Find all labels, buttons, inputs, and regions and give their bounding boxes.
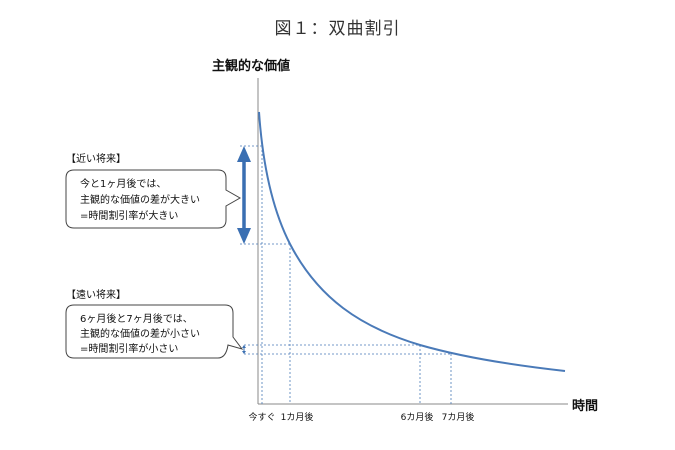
y-axis-label: 主観的な価値 bbox=[212, 58, 290, 74]
far-future-heading: 【遠い将来】 bbox=[66, 288, 126, 301]
x-tick-7-months: 7カ月後 bbox=[442, 411, 475, 423]
large-difference-arrow bbox=[237, 146, 251, 244]
figure-title: 図１：双曲割引 bbox=[274, 19, 401, 39]
x-tick-6-months: 6カ月後 bbox=[401, 411, 434, 423]
near-future-heading: 【近い将来】 bbox=[66, 152, 126, 165]
near-future-line-3: =時間割引率が大きい bbox=[80, 209, 178, 222]
small-difference-arrow bbox=[242, 345, 246, 354]
far-future-callout bbox=[65, 304, 244, 359]
hyperbolic-curve bbox=[258, 111, 566, 372]
far-future-line-3: =時間割引率が小さい bbox=[80, 342, 178, 355]
far-future-line-1: 6ヶ月後と7ヶ月後では、 bbox=[80, 312, 193, 325]
near-future-line-1: 今と1ヶ月後では、 bbox=[80, 177, 166, 190]
x-axis-label: 時間 bbox=[572, 398, 598, 414]
near-future-line-2: 主観的な価値の差が大きい bbox=[80, 193, 200, 206]
near-future-callout bbox=[65, 169, 242, 229]
far-future-line-2: 主観的な価値の差が小さい bbox=[80, 327, 200, 340]
x-tick-1-month: 1カ月後 bbox=[281, 411, 314, 423]
x-tick-now: 今すぐ bbox=[248, 411, 275, 423]
